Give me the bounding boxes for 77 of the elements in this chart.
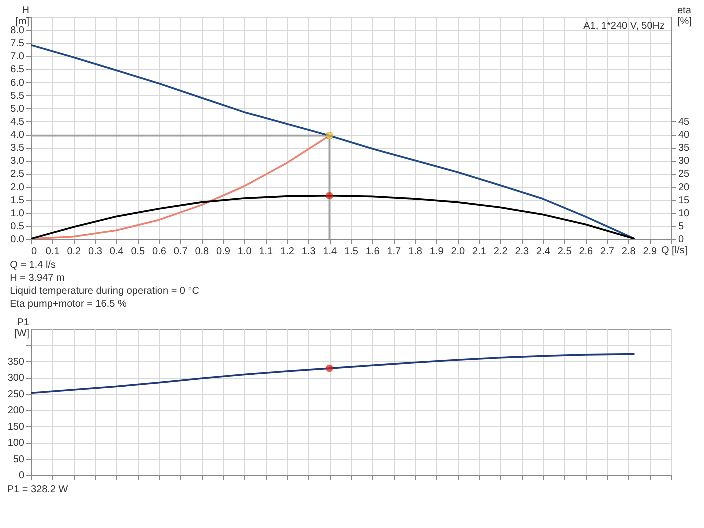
y2-tick-label: 10 [678, 208, 690, 220]
x-tick-label: 1.6 [366, 246, 380, 258]
y-tick-label: 200 [8, 406, 25, 417]
y2-tick-label: 5 [678, 221, 684, 232]
y-tick-label: 2.5 [10, 169, 25, 180]
y-tick-label: 7.5 [10, 38, 25, 50]
y-axis-title: P1 [W] [14, 318, 30, 340]
y-tick-label: 150 [8, 422, 25, 433]
x-tick-label: 2.3 [515, 246, 530, 258]
x-tick-label: 2.6 [579, 246, 594, 258]
y2-tick-label: 20 [678, 182, 690, 194]
y-tick-label: 4.0 [10, 130, 25, 142]
x-tick-label: 2.2 [494, 246, 508, 258]
y-tick-label: 8.0 [10, 26, 25, 37]
x-tick-label: 0 [32, 246, 38, 258]
x-tick-label: 1.9 [430, 246, 444, 258]
x-tick-label: 0.4 [110, 246, 124, 258]
y-tick-label: 0.5 [10, 221, 25, 232]
y-tick-label: 100 [8, 438, 25, 450]
y2-tick-label: 45 [678, 116, 690, 128]
y-tick-label: 0.0 [10, 234, 25, 246]
x-tick-label: 0.3 [88, 246, 103, 258]
x-tick-label: 2.8 [622, 246, 636, 258]
x-tick-label: 2.0 [451, 246, 466, 258]
x-tick-label: 0.5 [131, 246, 146, 258]
x-tick-label: 2.7 [600, 246, 615, 258]
y-tick-label: 4.5 [10, 116, 25, 128]
line-series [31, 44, 636, 239]
y-tick-label: 5.5 [10, 90, 25, 102]
x-tick-label: 2.1 [472, 246, 487, 258]
x-axis-title: Q [l/s] [662, 246, 688, 256]
text: H = 3.947 m [10, 273, 65, 284]
text: Eta pump+motor = 16.5 % [10, 299, 127, 310]
annotation: A1, 1*240 V, 50Hz [584, 21, 665, 32]
x-tick-label: 0.6 [152, 246, 167, 258]
text: Q = 1.4 l/s [10, 260, 56, 271]
text: P1 = 328.2 W [7, 484, 69, 496]
y-tick-label: 3.0 [10, 156, 25, 168]
line-series [31, 353, 636, 394]
y-tick-label: 250 [8, 389, 25, 400]
x-tick-label: 1.3 [302, 246, 316, 258]
text: Liquid temperature during operation = 0 °C [10, 286, 200, 297]
x-tick-label: 1.1 [259, 246, 274, 258]
y-tick-label: 300 [8, 373, 25, 384]
y-tick-label: 350 [8, 356, 25, 368]
y-tick-label: 1.0 [10, 208, 25, 220]
y-tick-label: 0 [18, 470, 25, 482]
x-tick-label: 1.4 [323, 246, 338, 258]
y-tick-label: 3.5 [10, 143, 25, 154]
y2-tick-label: 30 [678, 156, 690, 168]
y-tick-label: 6.0 [10, 78, 25, 89]
y2-axis-title: eta [%] [678, 6, 692, 28]
x-tick-label: 0.8 [195, 246, 210, 258]
y-tick-label: 50 [13, 454, 25, 466]
x-tick-label: 2.5 [558, 246, 572, 258]
x-tick-label: 1.0 [238, 246, 252, 258]
y-tick-label: 6.5 [10, 64, 25, 76]
x-tick-label: 1.8 [408, 246, 423, 258]
y-axis-title: H [m] [16, 6, 30, 28]
y-tick-label: 1.5 [10, 195, 25, 206]
y-tick-label: 5.0 [10, 104, 25, 115]
y2-tick-label: 40 [678, 130, 690, 142]
x-tick-label: 2.9 [643, 246, 658, 258]
y2-tick-label: 0 [678, 234, 684, 246]
y2-tick-label: 25 [678, 169, 690, 180]
x-tick-label: 0.1 [46, 246, 60, 258]
x-tick-label: 2.4 [536, 246, 551, 258]
y2-tick-label: 15 [678, 195, 690, 206]
y-tick-label: 2.0 [10, 182, 25, 194]
y-tick-label: 7.0 [10, 52, 25, 63]
x-tick-label: 1.7 [387, 246, 402, 258]
x-tick-label: 0.2 [67, 246, 82, 258]
x-tick-label: 0.9 [216, 246, 231, 258]
y2-tick-label: 35 [678, 143, 690, 154]
x-tick-label: 0.7 [174, 246, 188, 258]
x-tick-label: 1.2 [280, 246, 295, 258]
x-tick-label: 1.5 [344, 246, 359, 258]
